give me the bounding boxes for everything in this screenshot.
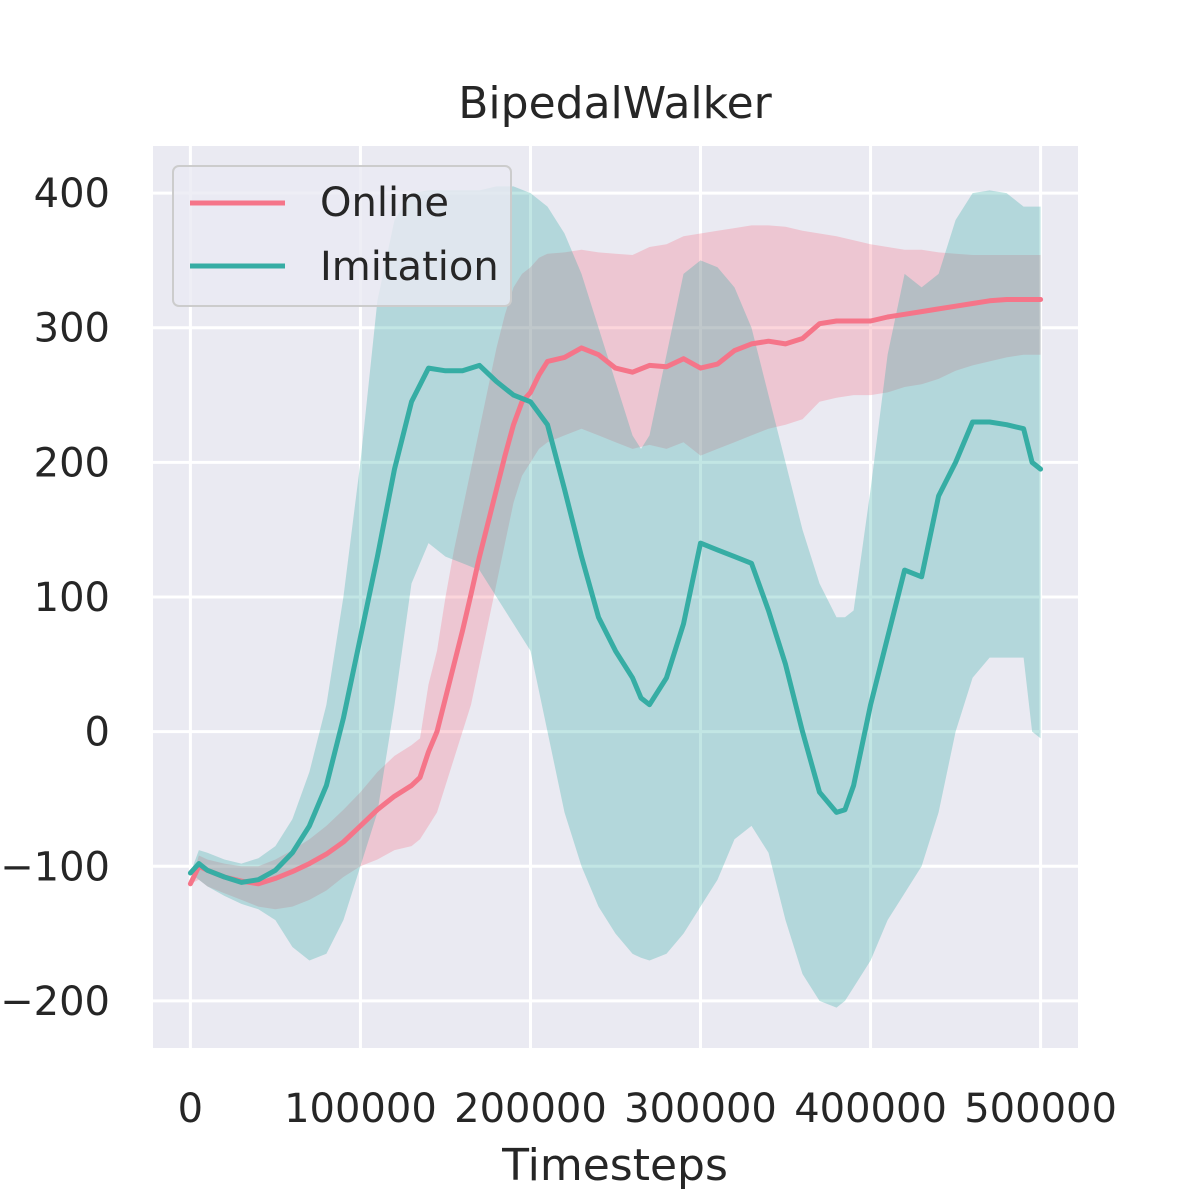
legend-label-online: Online xyxy=(320,180,449,226)
y-tick-label: 300 xyxy=(34,306,110,352)
x-tick-label: 200000 xyxy=(454,1086,607,1132)
legend: Online Imitation xyxy=(172,165,512,307)
y-tick-label: 100 xyxy=(34,575,110,621)
y-tick-label: 0 xyxy=(85,710,110,756)
y-tick-label: −100 xyxy=(0,844,110,890)
x-tick-label: 500000 xyxy=(964,1086,1117,1132)
band-online xyxy=(190,225,1041,910)
x-tick-labels: 0 100000 200000 300000 400000 500000 xyxy=(178,1086,1117,1132)
x-tick-label: 300000 xyxy=(624,1086,777,1132)
y-tick-label: 400 xyxy=(34,171,110,217)
y-tick-label: 200 xyxy=(34,440,110,486)
y-tick-labels: −200 −100 0 100 200 300 400 xyxy=(0,171,110,1025)
chart-title: BipedalWalker xyxy=(458,78,772,129)
series-lines xyxy=(187,297,1044,887)
x-tick-label: 400000 xyxy=(794,1086,947,1132)
x-tick-label: 100000 xyxy=(284,1086,437,1132)
line-online xyxy=(187,297,1044,887)
y-tick-label: −200 xyxy=(0,979,110,1025)
line-imitation xyxy=(187,362,1044,885)
x-tick-label: 0 xyxy=(178,1086,203,1132)
legend-label-imitation: Imitation xyxy=(320,244,499,290)
x-axis-label: Timesteps xyxy=(501,1140,728,1191)
